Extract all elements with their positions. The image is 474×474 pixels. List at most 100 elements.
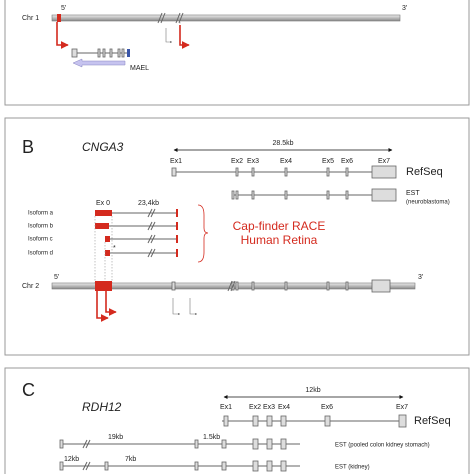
asterisk: * [113, 245, 116, 252]
shape [104, 461, 109, 471]
shape [371, 188, 397, 202]
exon-label: Ex 0 [96, 200, 110, 207]
shape [284, 190, 288, 200]
shape [194, 439, 199, 449]
shape [95, 281, 112, 291]
exon-label: Ex5 [322, 158, 334, 165]
intron-label: 23,4kb [138, 200, 159, 207]
shape [266, 460, 273, 472]
shape [252, 438, 259, 450]
shape [105, 250, 110, 256]
path [157, 12, 184, 24]
shape [284, 281, 288, 291]
panel-letter: B [22, 137, 34, 157]
shape [371, 279, 391, 293]
path [189, 298, 198, 316]
shape [117, 48, 121, 58]
three-prime: 3' [402, 5, 407, 12]
gene-title: RDH12 [82, 400, 122, 414]
exon-label: Ex7 [378, 158, 390, 165]
panel-b [4, 117, 470, 356]
shape [266, 438, 273, 450]
shape [326, 190, 330, 200]
race-label: Human Retina [241, 233, 318, 247]
span-label: 12kb [305, 387, 320, 394]
exon-label: Ex2 [231, 158, 243, 165]
race-label: Cap-finder RACE [233, 219, 326, 233]
gene-label: MAEL [130, 65, 149, 72]
track-source: (neuroblastoma) [406, 200, 450, 206]
intron-label: 1.5kb [203, 434, 220, 441]
shape [105, 236, 110, 242]
shape [194, 461, 199, 471]
path [82, 461, 91, 471]
track-label: EST (pooled colon kidney stomach) [335, 443, 430, 449]
shape [176, 222, 178, 230]
isoform-label: Isoform c [28, 237, 53, 243]
shape [4, 367, 470, 474]
track-label: EST [406, 190, 420, 197]
shape [71, 48, 78, 58]
shape [4, 0, 470, 106]
shape [235, 190, 239, 200]
exon-label: Ex6 [321, 404, 333, 411]
shape [251, 281, 255, 291]
shape [235, 281, 239, 291]
shape [95, 210, 112, 216]
shape [102, 48, 106, 58]
panel-a [4, 0, 470, 106]
isoform-label: Isoform b [28, 224, 54, 230]
shape [345, 281, 349, 291]
shape [59, 461, 64, 471]
shape [171, 167, 177, 177]
five-prime: 5' [61, 5, 66, 12]
panel-letter: C [22, 380, 35, 400]
track-label: RefSeq [406, 166, 443, 178]
group [95, 208, 178, 258]
chr-label: Chr 2 [22, 283, 39, 290]
shape [97, 48, 101, 58]
shape [235, 167, 239, 177]
exon-label: Ex2 [249, 404, 261, 411]
path [172, 298, 181, 316]
exon-label: Ex6 [341, 158, 353, 165]
exon-labels: Ex1 Ex2 Ex3 Ex4 Ex5 Ex6 Ex7 [170, 158, 390, 165]
shape [221, 461, 227, 471]
track-label: EST (kidney) [335, 465, 370, 471]
path [165, 28, 173, 44]
shape [398, 414, 407, 428]
shape [252, 415, 259, 427]
shape [57, 14, 61, 22]
shape [345, 167, 349, 177]
path [72, 58, 126, 68]
exon-label: Ex4 [280, 158, 292, 165]
chr-label: Chr 1 [22, 15, 39, 22]
five-prime: 5' [54, 274, 59, 281]
shape [176, 209, 178, 217]
three-prime: 3' [418, 274, 423, 281]
intron-label: 12kb [64, 456, 79, 463]
shape [284, 167, 288, 177]
shape [109, 48, 113, 58]
shape [280, 438, 287, 450]
exon-label: Ex1 [170, 158, 182, 165]
shape [280, 415, 287, 427]
shape [251, 167, 255, 177]
shape [326, 281, 330, 291]
shape [51, 14, 401, 22]
exon-label: Ex3 [263, 404, 275, 411]
gene-title: CNGA3 [82, 140, 124, 154]
shape [176, 235, 178, 243]
path [197, 204, 209, 263]
intron-label: 19kb [108, 434, 123, 441]
path [56, 22, 69, 49]
path [105, 291, 117, 316]
shape [59, 439, 64, 449]
path [82, 439, 91, 449]
shape [176, 249, 178, 257]
shape [326, 167, 330, 177]
shape [280, 460, 287, 472]
shape [231, 190, 235, 200]
shape [251, 190, 255, 200]
